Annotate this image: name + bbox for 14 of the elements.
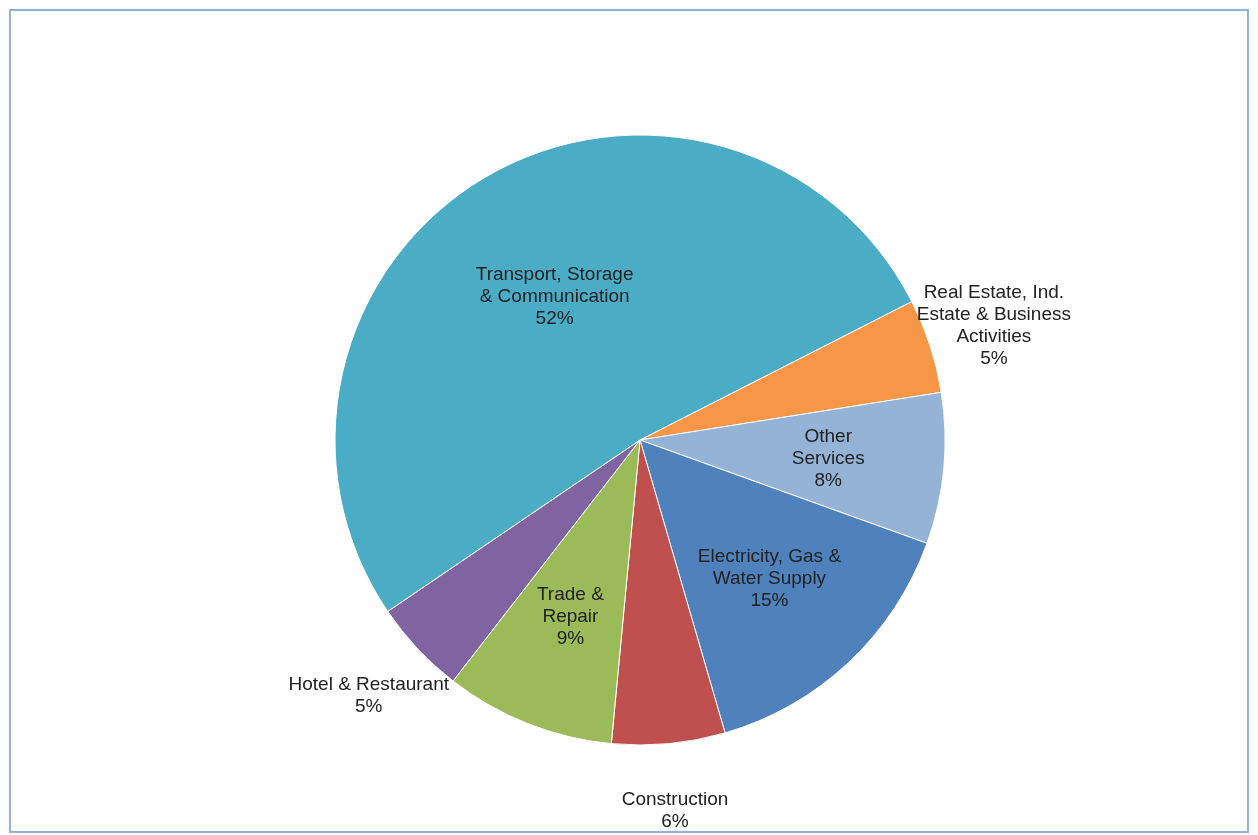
data-label: 15% <box>750 588 789 610</box>
slice-label: Hotel & Restaurant <box>288 672 450 694</box>
slice-label: Electricity, Gas & Water Supply <box>697 544 842 588</box>
data-label: 9% <box>556 626 585 648</box>
slice-label: Transport, Storage & Communication <box>475 262 634 306</box>
slice-label: Trade & Repair <box>536 582 605 626</box>
data-label: 6% <box>661 810 689 832</box>
slice-label: Construction <box>621 788 729 810</box>
data-label: 8% <box>814 468 843 490</box>
data-label: 5% <box>355 694 383 716</box>
slice-label: Other Services <box>791 424 865 468</box>
slice-label: Real Estate, Ind. Estate & Business Activities <box>916 281 1071 347</box>
data-label: 52% <box>535 306 574 328</box>
data-label: 5% <box>980 347 1008 369</box>
